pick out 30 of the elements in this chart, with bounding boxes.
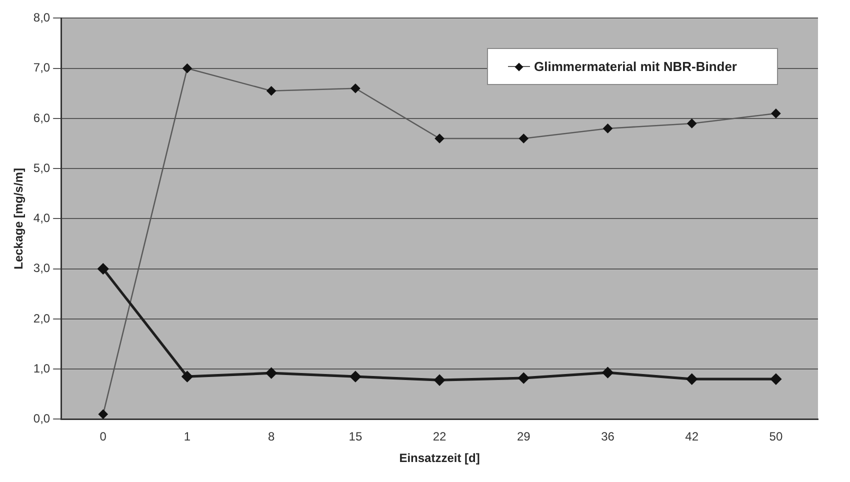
x-tick-label: 1 xyxy=(184,430,191,444)
point xyxy=(434,374,445,386)
point xyxy=(350,371,361,382)
x-tick-label: 50 xyxy=(769,430,783,444)
x-tick-label: 15 xyxy=(348,430,362,444)
x-tick-label: 29 xyxy=(516,430,531,444)
x-tick-label: 42 xyxy=(685,430,699,444)
point xyxy=(602,367,614,378)
y-tick-label: 8,0 xyxy=(33,10,50,25)
legend-label: Glimmermaterial mit NBR-Binder xyxy=(534,59,737,74)
x-axis-title: Einsatzzeit [d] xyxy=(399,451,480,466)
y-axis-title: Leckage [mg/s/m] xyxy=(12,168,26,270)
y-tick-label: 7,0 xyxy=(33,60,50,75)
x-tick-label: 22 xyxy=(432,430,447,444)
point xyxy=(770,374,782,384)
point xyxy=(98,264,108,274)
point xyxy=(686,374,698,384)
point xyxy=(182,371,193,382)
x-tick-label: 0 xyxy=(100,430,107,444)
point xyxy=(518,372,529,384)
y-tick-label: 1,0 xyxy=(33,361,50,376)
y-tick-label: 6,0 xyxy=(33,110,50,125)
x-tick-label: 36 xyxy=(601,430,615,444)
y-tick-label: 0,0 xyxy=(33,412,50,426)
y-tick-label: 5,0 xyxy=(33,160,50,175)
point xyxy=(266,368,277,378)
y-tick-label: 2,0 xyxy=(33,311,50,326)
y-tick-label: 4,0 xyxy=(33,211,50,226)
y-tick-label: 3,0 xyxy=(33,261,50,276)
x-tick-label: 8 xyxy=(268,430,275,444)
